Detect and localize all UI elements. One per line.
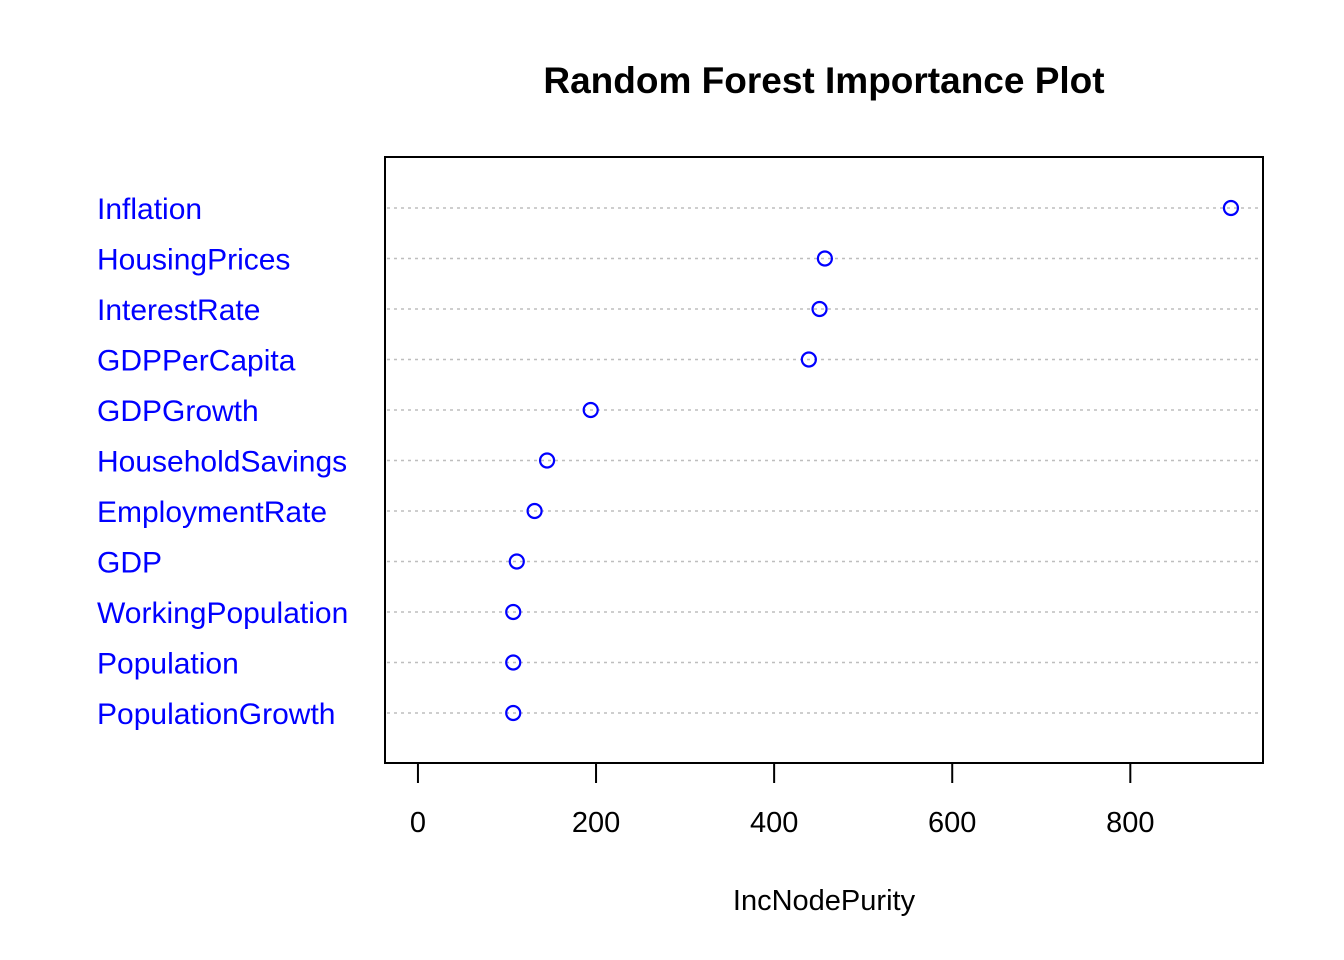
x-tick-label-600: 600: [928, 807, 976, 839]
category-label-interestrate: InterestRate: [97, 294, 260, 327]
category-labels: Inflation HousingPrices InterestRate GDPPer…: [97, 193, 348, 731]
data-point-gdppercapita: [800, 351, 817, 368]
category-label-housingprices: HousingPrices: [97, 244, 290, 277]
x-tick-label-400: 400: [750, 807, 798, 839]
data-point-housingprices: [816, 250, 833, 267]
data-point-interestrate: [811, 300, 828, 318]
category-label-populationgrowth: PopulationGrowth: [97, 698, 335, 731]
category-label-gdp: GDP: [97, 547, 162, 580]
category-label-gdppercapita: GDPPerCapita: [97, 345, 296, 378]
category-label-population: Population: [97, 648, 239, 681]
data-point-population: [505, 654, 522, 671]
grid-lines: [387, 207, 1261, 714]
data-point-householdsavings: [538, 452, 556, 469]
x-tick-label-0: 0: [410, 807, 426, 839]
category-label-gdpgrowth: GDPGrowth: [97, 395, 259, 428]
category-label-employmentrate: EmploymentRate: [97, 496, 327, 529]
data-point-workingpopulation: [505, 603, 522, 621]
x-axis-label: IncNodePurity: [733, 885, 916, 917]
chart-title: Random Forest Importance Plot: [543, 60, 1104, 101]
x-tick-label-800: 800: [1106, 807, 1154, 839]
category-label-inflation: Inflation: [97, 193, 202, 226]
data-point-gdp: [508, 553, 525, 570]
data-points: [505, 199, 1240, 722]
category-label-householdsavings: HouseholdSavings: [97, 446, 347, 479]
data-point-employmentrate: [526, 502, 543, 520]
data-point-inflation: [1222, 199, 1240, 217]
data-point-populationgrowth: [505, 704, 522, 722]
x-axis: 0 200 400 600 800: [410, 762, 1155, 839]
x-tick-label-200: 200: [572, 807, 620, 839]
data-point-gdpgrowth: [582, 401, 599, 419]
category-label-workingpopulation: WorkingPopulation: [97, 597, 348, 630]
